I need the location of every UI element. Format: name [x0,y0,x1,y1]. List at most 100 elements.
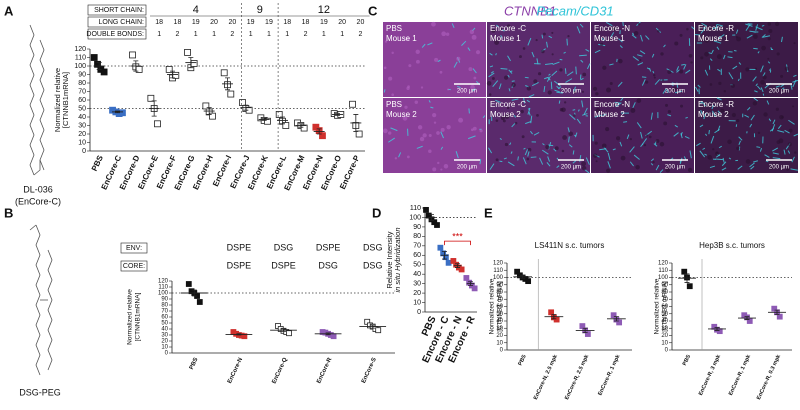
vessel-stain [488,147,493,154]
nucleus-stain [415,49,420,54]
error-bar [774,309,780,315]
nucleus-stain [475,50,481,55]
vessel-stain [756,146,761,148]
y-axis-label: Normalized relative [53,68,62,132]
nucleus-stain [723,89,727,93]
y-tick-label: 30 [661,326,668,332]
vessel-stain [710,135,715,144]
vessel-stain [738,136,743,141]
data-point [275,111,283,118]
nucleus-stain [787,142,792,147]
nucleus-stain [581,161,587,167]
vessel-stain [524,76,529,79]
y-tick-label: 80 [413,233,421,240]
y-axis-label: [CTNNB1 mRNA] [497,281,504,332]
x-tick-label: EnCore-R, 1 mpk [728,353,753,397]
vessel-stain [640,34,643,42]
y-tick-label: 30 [161,333,168,339]
nucleus-stain [561,149,565,153]
panel-label: B [4,205,13,220]
vessel-stain [455,151,459,159]
data-point [525,278,532,285]
nucleus-stain [752,101,758,106]
nucleus-stain [707,155,713,160]
error-bar [335,113,340,116]
header-cell: 1 [340,31,344,38]
header-cell: 18 [283,19,291,26]
vessel-stain [496,24,500,28]
nucleus-stain [445,32,450,36]
nucleus-stain [422,133,427,138]
vessel-stain [607,152,611,161]
vessel-stain [489,163,495,170]
x-tick-label: EnCore-N [227,357,244,385]
vessel-stain [526,99,531,103]
vessel-stain [637,62,644,66]
vessel-stain [760,65,764,73]
header-label: LONG CHAIN: [98,19,144,26]
vessel-stain [721,167,727,171]
vessel-stain [579,23,584,28]
vessel-stain [479,159,482,165]
nucleus-stain [768,29,773,34]
vessel-stain [536,58,539,65]
vessel-stain [390,127,398,132]
significance-label: *** [452,231,463,241]
vessel-stain [488,72,495,78]
vessel-stain [427,42,433,46]
vessel-stain [761,24,765,27]
nucleus-stain [428,149,432,153]
header-cell: 20 [210,19,218,26]
vessel-stain [584,169,590,174]
data-point [330,333,337,340]
vessel-stain [461,40,467,46]
nucleus-stain [635,165,640,170]
tile-label: PBS [386,100,402,109]
vessel-stain [727,56,733,59]
vessel-stain [737,165,743,170]
vessel-stain [566,38,568,46]
y-axis-label: Normalized relative [654,278,661,334]
tile-label: PBS [386,24,402,33]
data-point [190,60,198,67]
vessel-stain [728,72,734,80]
vessel-stain [759,147,763,152]
nucleus-stain [679,69,684,74]
y-tick-label: 60 [661,304,668,310]
vessel-stain [676,69,680,73]
nucleus-stain [443,163,449,169]
vessel-stain [552,61,560,66]
nucleus-stain [660,52,664,56]
vessel-stain [472,88,476,92]
y-tick-label: 100 [658,275,669,281]
nucleus-stain [388,131,392,135]
vessel-stain [492,80,499,88]
vessel-stain [500,67,508,70]
vessel-stain [451,23,455,29]
nucleus-stain [447,88,450,91]
nucleus-stain [595,92,599,96]
vessel-stain [764,154,770,158]
vessel-stain [607,161,611,169]
header-cell: 9 [257,4,263,16]
nucleus-stain [709,83,713,86]
header-cell: 20 [357,19,365,26]
vessel-stain [689,150,692,159]
vessel-stain [781,36,783,43]
x-tick-label: EnCore-S [361,357,378,384]
nucleus-stain [645,134,649,137]
header-cell: 18 [302,19,310,26]
vessel-stain [553,148,557,152]
vessel-stain [640,143,644,148]
vessel-stain [767,61,771,64]
vessel-stain [732,65,738,70]
data-point [241,333,248,340]
nucleus-stain [659,141,665,147]
nucleus-stain [767,57,770,60]
data-point [264,117,271,125]
vessel-stain [528,94,535,98]
vessel-stain [489,52,493,56]
nucleus-stain [559,68,563,72]
vessel-stain [610,32,615,38]
vessel-stain [738,140,741,145]
